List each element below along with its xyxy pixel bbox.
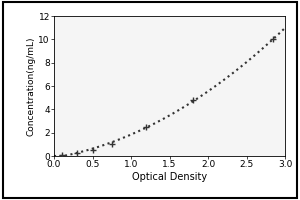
X-axis label: Optical Density: Optical Density <box>132 172 207 182</box>
Y-axis label: Concentration(ng/mL): Concentration(ng/mL) <box>27 36 36 136</box>
